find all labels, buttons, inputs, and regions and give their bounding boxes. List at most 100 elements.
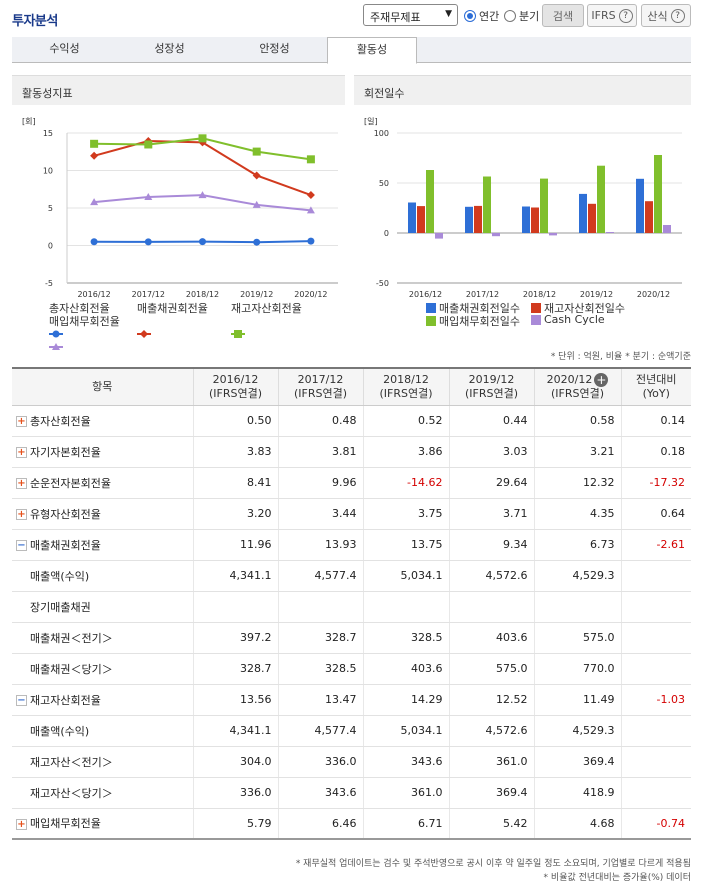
x-tick-label: 2018/12 xyxy=(186,290,219,299)
data-point[interactable] xyxy=(90,151,99,160)
legend-item[interactable]: 매입채무회전일수 xyxy=(426,313,520,329)
table-cell: 328.5 xyxy=(277,653,363,685)
table-cell: 13.56 xyxy=(192,684,278,716)
question-icon: ? xyxy=(618,8,633,23)
data-point[interactable] xyxy=(90,139,99,148)
table-cell: 4,572.6 xyxy=(448,715,534,747)
expand-icon[interactable]: + xyxy=(16,509,27,520)
bar[interactable] xyxy=(465,206,473,233)
row-label-cell[interactable]: − 매출채권회전율 xyxy=(12,529,193,561)
data-point[interactable] xyxy=(144,193,153,201)
bar[interactable] xyxy=(636,178,644,233)
bar[interactable] xyxy=(531,207,539,234)
legend-item[interactable]: 매출채권회전일수 xyxy=(426,300,520,316)
bar[interactable] xyxy=(549,233,557,236)
data-point[interactable] xyxy=(90,198,99,206)
bar[interactable] xyxy=(435,233,443,239)
data-point[interactable] xyxy=(306,155,315,164)
table-cell: 13.47 xyxy=(277,684,363,716)
statement-select[interactable]: 주재무제표 ▼ xyxy=(363,4,458,26)
row-label-cell[interactable]: − 재고자산회전율 xyxy=(12,684,193,716)
data-point[interactable] xyxy=(199,238,206,246)
data-point[interactable] xyxy=(307,237,315,245)
collapse-icon[interactable]: − xyxy=(16,695,27,706)
table-cell: 403.6 xyxy=(362,653,449,685)
header: 투자분석 주재무제표 ▼ 연간 분기 검색 IFRS ? 산식 ? xyxy=(0,0,703,34)
expand-icon[interactable]: + xyxy=(16,478,27,489)
data-point[interactable] xyxy=(306,206,315,214)
data-point[interactable] xyxy=(144,238,152,246)
table-cell: 0.50 xyxy=(192,405,278,437)
bar[interactable] xyxy=(474,205,482,233)
data-point[interactable] xyxy=(198,134,207,143)
table-cell: 369.4 xyxy=(448,777,534,809)
data-point[interactable] xyxy=(90,238,98,246)
legend-item[interactable]: Cash Cycle xyxy=(531,313,605,326)
search-button[interactable]: 검색 xyxy=(542,4,584,27)
tab-profitability[interactable]: 수익성 xyxy=(49,42,80,55)
bar[interactable] xyxy=(654,155,662,233)
row-label-cell[interactable]: + 순운전자본회전율 xyxy=(12,467,193,499)
row-label: 매출채권＜전기＞ xyxy=(30,631,113,645)
activity-line-chart: [회] 15 10 5 0 -5 2016/12 2017/12 2018/12 2019/12 2… xyxy=(22,117,338,299)
tab-growth[interactable]: 성장성 xyxy=(154,42,185,55)
add-column-icon[interactable]: + xyxy=(594,372,609,387)
bar[interactable] xyxy=(597,165,605,233)
bar[interactable] xyxy=(606,232,614,233)
ifrs-help-button[interactable]: IFRS ? xyxy=(587,4,637,27)
table-cell: 8.41 xyxy=(192,467,278,499)
bar[interactable] xyxy=(588,203,596,233)
table-cell: 328.7 xyxy=(192,653,278,685)
row-label-cell[interactable]: + 자기자본회전율 xyxy=(12,436,193,468)
bar[interactable] xyxy=(426,170,434,233)
legend-label: 매입채무회전일수 xyxy=(439,315,520,328)
legend-item[interactable]: 총자산회전율 xyxy=(49,300,110,338)
data-point[interactable] xyxy=(252,171,261,180)
expand-icon[interactable]: + xyxy=(16,818,27,830)
data-point[interactable] xyxy=(253,238,261,246)
column-header: 전년대비 (YoY) xyxy=(620,368,691,406)
collapse-icon[interactable]: − xyxy=(16,540,27,551)
legend-item[interactable]: 재고자산회전율 xyxy=(231,300,302,338)
tab-activity[interactable]: 활동성 xyxy=(327,37,417,64)
formula-help-button[interactable]: 산식 ? xyxy=(641,4,691,27)
legend-label: Cash Cycle xyxy=(544,313,605,326)
bar[interactable] xyxy=(579,193,587,233)
table-cell: 304.0 xyxy=(192,746,278,778)
table-cell xyxy=(620,622,691,654)
bar[interactable] xyxy=(540,178,548,233)
bar[interactable] xyxy=(417,206,425,233)
data-point[interactable] xyxy=(144,140,153,149)
bar[interactable] xyxy=(645,201,653,233)
tab-stability[interactable]: 안정성 xyxy=(259,42,290,55)
table-cell: 3.20 xyxy=(192,498,278,530)
row-label: 재고자산회전율 xyxy=(30,693,101,707)
table-cell: 4,341.1 xyxy=(192,715,278,747)
table-cell: -14.62 xyxy=(362,467,449,499)
expand-icon[interactable]: + xyxy=(16,447,27,458)
legend-item[interactable]: 재고자산회전일수 xyxy=(531,300,625,316)
legend-label: 매출채권회전일수 xyxy=(439,302,520,315)
data-point[interactable] xyxy=(198,191,207,199)
radio-quarter[interactable]: 분기 xyxy=(504,8,539,24)
activity-table: 항목 2016/12 (IFRS연결) 2017/12 (IFRS연결) 2018/12(… xyxy=(12,367,691,840)
data-point[interactable] xyxy=(252,147,261,156)
table-cell: 0.44 xyxy=(448,405,534,437)
table-row: + 자기자본회전율 3.83 3.81 3.86 3.03 3.21 0.18 xyxy=(12,436,691,468)
bar[interactable] xyxy=(663,225,671,233)
legend-item[interactable]: 매출채권회전율 xyxy=(137,300,208,338)
data-point[interactable] xyxy=(306,191,315,200)
table-cell xyxy=(620,560,691,592)
legend-item[interactable]: 매입채무회전율 xyxy=(49,313,120,350)
expand-icon[interactable]: + xyxy=(16,416,27,427)
row-label-cell[interactable]: + 총자산회전율 xyxy=(12,405,193,437)
bar[interactable] xyxy=(483,176,491,234)
question-icon: ? xyxy=(670,8,685,23)
data-point[interactable] xyxy=(252,200,261,208)
radio-annual[interactable]: 연간 xyxy=(464,8,499,24)
bar[interactable] xyxy=(522,206,530,234)
bar[interactable] xyxy=(408,202,416,234)
bar[interactable] xyxy=(492,233,500,237)
row-label-cell[interactable]: + 매입채무회전율 xyxy=(12,808,193,840)
row-label-cell[interactable]: + 유형자산회전율 xyxy=(12,498,193,530)
